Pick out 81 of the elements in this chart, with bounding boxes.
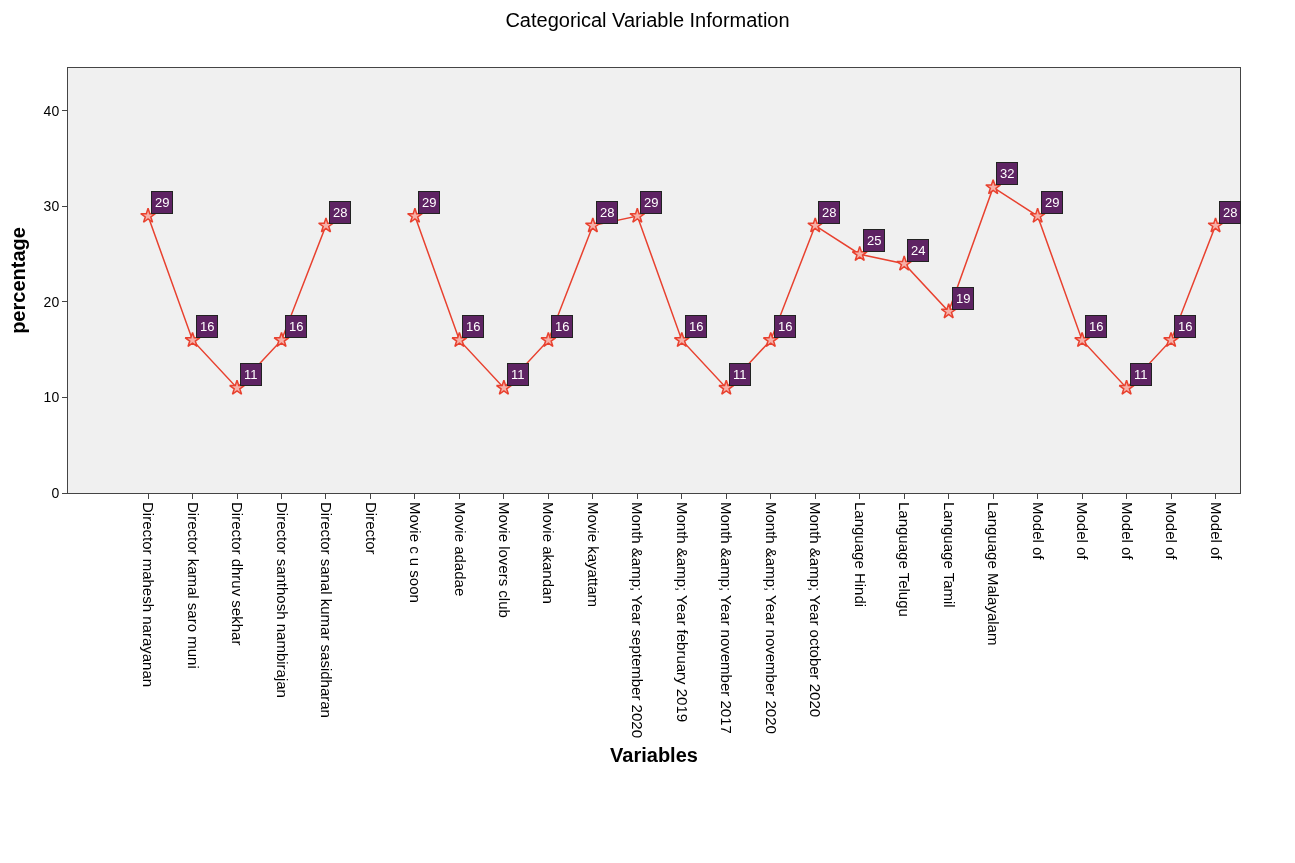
data-label: 28	[822, 205, 837, 220]
x-tick-label: Movie lovers club	[496, 502, 514, 618]
point	[584, 217, 601, 233]
point	[273, 331, 290, 348]
data-label: 16	[1089, 319, 1104, 334]
x-tick-label: Model of	[1207, 502, 1225, 561]
x-tick-label: Month &amp; Year february 2019	[673, 502, 691, 723]
x-tick-label: Director	[362, 502, 380, 555]
data-label: 29	[1045, 195, 1060, 210]
data-label: 16	[778, 319, 793, 334]
x-axis-title: Variables	[610, 743, 698, 766]
x-tick-label: Model of	[1074, 502, 1092, 561]
data-label: 29	[644, 195, 659, 210]
data-label: 11	[733, 367, 747, 382]
x-tick-label: Language Telugu	[896, 502, 914, 617]
point	[1118, 379, 1135, 395]
data-label: 24	[911, 243, 926, 258]
data-label: 28	[333, 205, 348, 220]
point	[718, 379, 735, 395]
y-tick-label: 40	[43, 102, 60, 119]
y-tick-label: 0	[51, 484, 60, 501]
point	[985, 178, 1002, 195]
point	[228, 379, 246, 395]
data-label: 19	[956, 291, 971, 306]
point	[495, 379, 512, 395]
x-tick-label: Model of	[1163, 502, 1181, 561]
point	[317, 217, 335, 233]
data-label: 29	[155, 195, 170, 210]
data-label: 11	[1134, 367, 1148, 382]
chart-title: Categorical Variable Information	[505, 8, 790, 31]
point	[673, 331, 690, 348]
data-label: 28	[1223, 205, 1238, 220]
point	[1162, 331, 1180, 348]
data-label: 16	[200, 319, 215, 334]
x-tick-label: Model of	[1029, 502, 1047, 561]
data-label: 32	[1000, 166, 1015, 181]
data-label: 16	[1178, 319, 1193, 334]
x-tick-label: Language Malayalam	[985, 502, 1003, 646]
x-tick-label: Movie adadae	[451, 502, 469, 597]
point	[451, 331, 468, 348]
point	[762, 331, 779, 348]
x-tick-label: Director mahesh narayanan	[140, 502, 158, 688]
data-label: 11	[511, 367, 525, 382]
data-label: 16	[689, 319, 704, 334]
point	[896, 255, 913, 271]
y-tick-label: 30	[43, 198, 60, 215]
data-label: 16	[466, 319, 481, 334]
point	[851, 245, 868, 262]
y-tick-label: 10	[43, 389, 60, 406]
data-label: 29	[422, 195, 437, 210]
x-tick-label: Director kamal saro muni	[184, 502, 202, 669]
x-tick-label: Director sanal kumar sasidharan	[318, 502, 336, 718]
x-tick-label: Model of	[1118, 502, 1136, 561]
data-label: 11	[244, 367, 258, 382]
x-tick-label: Director dhruv sekhar	[229, 502, 247, 646]
point	[1207, 217, 1224, 233]
x-tick-label: Language Hindi	[851, 502, 869, 608]
point	[139, 207, 157, 224]
x-tick-label: Month &amp; Year november 2020	[762, 502, 780, 734]
x-tick-label: Movie c u soon	[407, 502, 425, 603]
point	[1029, 207, 1046, 224]
x-tick-label: Language Tamil	[940, 502, 958, 608]
data-label: 16	[289, 319, 304, 334]
point	[807, 217, 824, 233]
point	[406, 207, 423, 224]
y-tick-label: 20	[43, 293, 60, 310]
point	[540, 331, 557, 348]
point	[1074, 331, 1091, 348]
x-tick-label: Month &amp; Year november 2017	[718, 502, 736, 734]
point	[184, 331, 201, 348]
x-tick-label: Month &amp; Year october 2020	[807, 502, 825, 718]
data-label: 25	[867, 233, 882, 248]
data-label: 16	[555, 319, 570, 334]
point	[940, 303, 957, 319]
x-tick-label: Director santhosh nambirajan	[273, 502, 291, 698]
x-tick-label: Movie kayattam	[584, 502, 602, 608]
data-label: 28	[600, 205, 615, 220]
x-tick-label: Month &amp; Year september 2020	[629, 502, 647, 738]
point	[629, 207, 646, 224]
y-axis-title: percentage	[7, 227, 30, 334]
x-tick-label: Movie akandan	[540, 502, 558, 604]
